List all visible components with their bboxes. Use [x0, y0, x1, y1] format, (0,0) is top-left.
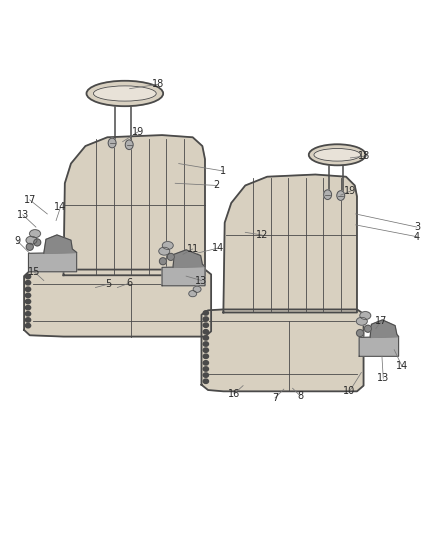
Text: 14: 14 — [54, 203, 67, 212]
Ellipse shape — [108, 138, 116, 148]
Text: 3: 3 — [414, 222, 420, 232]
Polygon shape — [359, 336, 399, 356]
Text: 17: 17 — [375, 316, 387, 326]
Ellipse shape — [203, 336, 208, 340]
Ellipse shape — [203, 361, 208, 365]
Ellipse shape — [159, 258, 166, 265]
Ellipse shape — [189, 290, 197, 297]
Ellipse shape — [25, 280, 31, 285]
Ellipse shape — [125, 140, 133, 150]
Ellipse shape — [193, 286, 201, 292]
Text: 14: 14 — [396, 361, 408, 372]
Ellipse shape — [203, 329, 208, 334]
Ellipse shape — [356, 317, 367, 325]
Text: 18: 18 — [152, 79, 164, 90]
Polygon shape — [24, 270, 211, 336]
Ellipse shape — [93, 86, 156, 101]
Text: 9: 9 — [14, 236, 21, 246]
Polygon shape — [370, 320, 399, 337]
Text: 18: 18 — [358, 151, 371, 161]
Ellipse shape — [25, 274, 31, 279]
Text: 2: 2 — [214, 181, 220, 190]
Ellipse shape — [324, 190, 332, 199]
Text: 12: 12 — [256, 230, 268, 240]
Ellipse shape — [159, 247, 170, 255]
Ellipse shape — [203, 367, 208, 371]
Ellipse shape — [25, 293, 31, 297]
Ellipse shape — [203, 317, 208, 321]
Text: 11: 11 — [187, 244, 199, 254]
Ellipse shape — [357, 329, 364, 336]
Ellipse shape — [203, 373, 208, 377]
Polygon shape — [162, 266, 205, 286]
Ellipse shape — [309, 144, 366, 165]
Text: 5: 5 — [106, 279, 112, 289]
Text: 15: 15 — [28, 266, 40, 277]
Text: 14: 14 — [212, 243, 224, 253]
Text: 13: 13 — [195, 276, 208, 286]
Ellipse shape — [25, 318, 31, 322]
Text: 13: 13 — [377, 373, 389, 383]
Ellipse shape — [203, 311, 208, 315]
Text: 10: 10 — [343, 386, 356, 397]
Ellipse shape — [34, 239, 41, 246]
Ellipse shape — [364, 325, 371, 332]
Ellipse shape — [162, 241, 173, 249]
Polygon shape — [44, 235, 77, 253]
Polygon shape — [28, 253, 77, 272]
Ellipse shape — [337, 191, 345, 200]
Polygon shape — [201, 310, 364, 391]
Ellipse shape — [25, 305, 31, 310]
Text: 17: 17 — [24, 195, 36, 205]
Ellipse shape — [203, 323, 208, 327]
Ellipse shape — [25, 300, 31, 304]
Polygon shape — [64, 135, 205, 275]
Ellipse shape — [25, 324, 31, 328]
Text: 13: 13 — [17, 210, 29, 220]
Ellipse shape — [86, 81, 163, 106]
Ellipse shape — [203, 354, 208, 359]
Text: 6: 6 — [126, 278, 132, 288]
Ellipse shape — [167, 253, 174, 260]
Text: 4: 4 — [414, 232, 420, 242]
Ellipse shape — [203, 342, 208, 346]
Ellipse shape — [26, 236, 37, 244]
Ellipse shape — [26, 243, 33, 251]
Ellipse shape — [203, 348, 208, 352]
Text: 7: 7 — [272, 393, 278, 403]
Ellipse shape — [360, 312, 371, 319]
Text: 1: 1 — [220, 166, 226, 176]
Polygon shape — [223, 174, 357, 312]
Text: 19: 19 — [132, 127, 145, 136]
Ellipse shape — [25, 287, 31, 292]
Polygon shape — [173, 250, 205, 268]
Text: 8: 8 — [297, 391, 303, 401]
Ellipse shape — [314, 149, 360, 161]
Text: 19: 19 — [344, 186, 357, 196]
Text: 16: 16 — [228, 389, 240, 399]
Ellipse shape — [203, 379, 208, 383]
Ellipse shape — [29, 230, 40, 238]
Ellipse shape — [25, 312, 31, 316]
